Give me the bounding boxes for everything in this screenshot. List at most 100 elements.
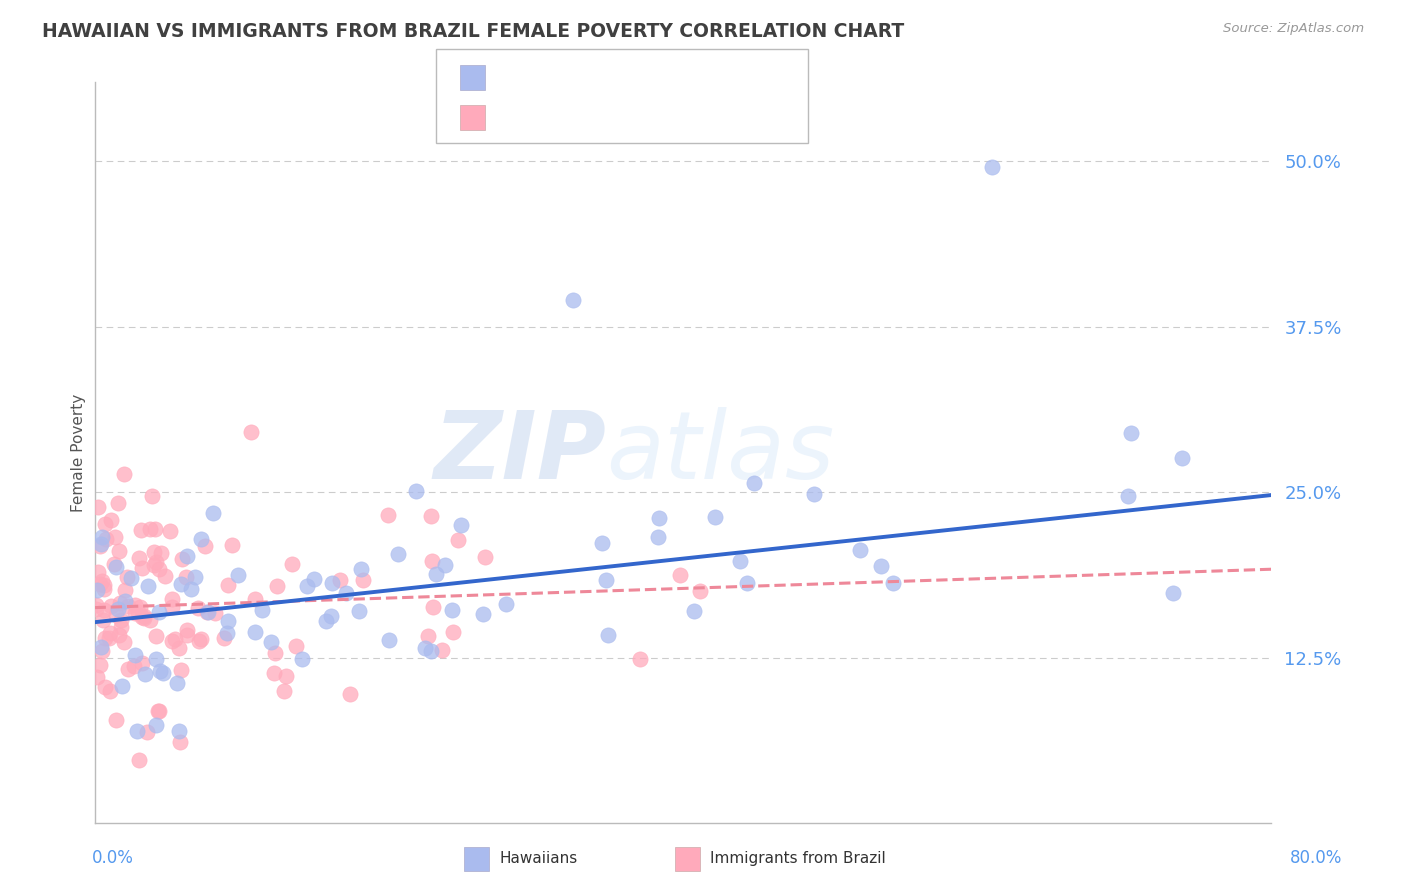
Point [129,599,152,614]
Point [114,594,136,608]
Point [90,537,112,551]
Point [197,605,219,619]
Point [176,569,198,583]
Point [595,573,617,587]
Point [145,652,167,666]
Point [329,573,352,587]
Point [100,513,122,527]
Point [186,601,208,615]
Point [146,704,169,718]
Point [335,586,357,600]
Point [87,500,110,515]
Point [252,603,274,617]
Point [176,549,198,564]
Point [882,576,904,591]
Point [630,652,652,666]
Point [263,666,285,681]
Point [104,530,127,544]
Point [243,625,266,640]
Point [420,644,443,658]
Point [93,614,115,628]
Point [420,509,443,524]
Point [422,554,444,568]
Point [704,510,727,524]
Text: 111: 111 [640,108,675,126]
Point [387,548,409,562]
Point [167,640,190,655]
Point [1116,489,1139,503]
Point [86,583,108,598]
Point [90,640,112,655]
Point [347,604,370,618]
Point [86,601,108,615]
Point [145,717,167,731]
Point [89,539,111,553]
Point [128,550,150,565]
Point [295,580,318,594]
Point [430,643,453,657]
Point [108,544,131,558]
Point [243,591,266,606]
Point [319,608,342,623]
Point [190,532,212,546]
Point [110,620,132,634]
Point [742,475,765,490]
Point [139,523,162,537]
Point [259,635,281,649]
Text: Source: ZipAtlas.com: Source: ZipAtlas.com [1223,22,1364,36]
Point [170,552,193,566]
Point [1171,451,1194,466]
Point [266,579,288,593]
Point [89,577,111,591]
Point [104,607,127,622]
Point [441,603,464,617]
Point [124,606,146,620]
Point [647,530,669,544]
Text: 0.0%: 0.0% [91,849,134,867]
Text: 0.126: 0.126 [531,108,583,126]
Point [263,646,285,660]
Point [136,725,159,739]
Point [167,723,190,738]
Point [90,530,112,544]
Point [114,582,136,597]
Point [94,632,117,646]
Point [290,652,312,666]
Point [221,538,243,552]
Point [149,664,172,678]
Point [127,605,149,619]
Point [647,510,669,524]
Point [111,679,134,693]
Point [148,605,170,619]
Point [413,640,436,655]
Point [166,676,188,690]
Point [110,613,132,627]
Point [117,599,139,613]
Point [194,539,217,553]
Point [184,570,207,584]
Point [422,599,444,614]
Text: R =: R = [496,69,533,87]
Point [1163,585,1185,599]
Point [169,664,191,678]
Point [117,661,139,675]
Point [352,574,374,588]
Point [204,606,226,620]
Point [1119,426,1142,441]
Y-axis label: Female Poverty: Female Poverty [72,393,86,512]
Point [134,666,156,681]
Point [115,570,138,584]
Point [136,579,159,593]
Point [450,517,472,532]
Point [350,562,373,576]
Point [165,632,187,646]
Point [377,508,399,522]
Text: atlas: atlas [606,407,835,499]
Point [669,568,692,582]
Point [131,610,153,624]
Point [93,578,115,592]
Point [447,533,470,548]
Point [96,532,118,546]
Point [148,704,170,718]
Point [129,523,152,537]
